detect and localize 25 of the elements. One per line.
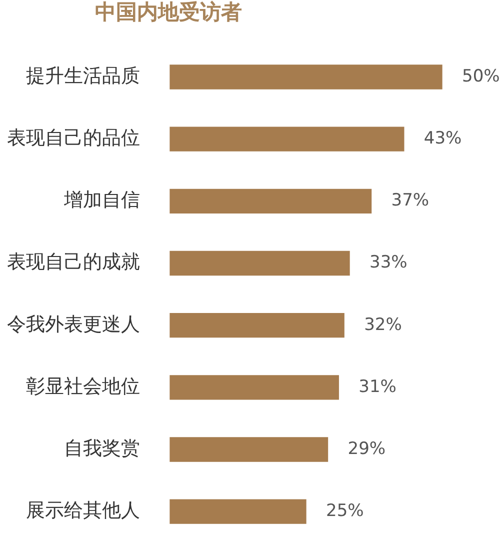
- y-tick-label: 自我奖赏: [64, 437, 140, 460]
- data-label: 31%: [358, 376, 396, 397]
- bar: [170, 437, 328, 462]
- y-tick-label: 展示给其他人: [26, 500, 140, 522]
- data-label: 43%: [424, 128, 462, 149]
- bar: [170, 126, 404, 152]
- bar: [170, 188, 372, 214]
- data-label: 29%: [348, 438, 386, 459]
- bar: [170, 375, 339, 400]
- data-label: 37%: [391, 190, 430, 211]
- bar: [170, 499, 306, 524]
- bar: [170, 313, 344, 338]
- data-label: 32%: [364, 314, 402, 335]
- data-label: 33%: [370, 252, 408, 273]
- y-tick-label: 彰显社会地位: [26, 375, 140, 398]
- y-tick-label: 增加自信: [63, 189, 140, 212]
- chart-title: 中国内地受访者: [95, 0, 242, 24]
- bar: [170, 64, 442, 90]
- y-tick-label: 表现自己的品位: [7, 127, 140, 150]
- y-tick-label: 令我外表更迷人: [7, 313, 140, 336]
- data-label: 50%: [462, 66, 500, 86]
- data-label: 25%: [326, 501, 364, 522]
- y-tick-label: 提升生活品质: [26, 64, 140, 87]
- bar: [170, 250, 350, 276]
- y-tick-label: 表现自己的成就: [7, 251, 140, 274]
